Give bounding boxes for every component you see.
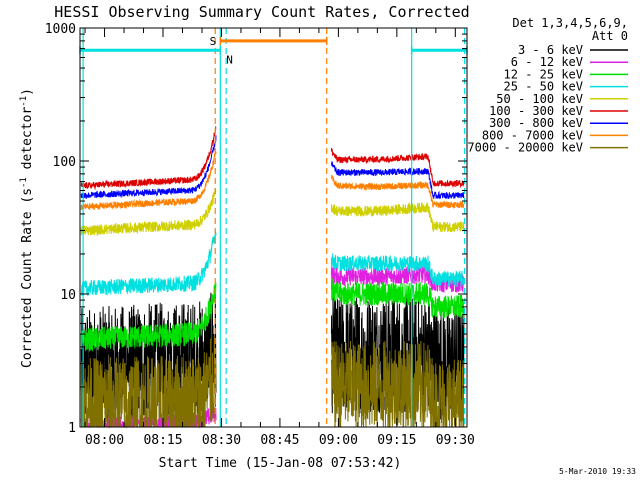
legend-label-1: 3 - 6 keV [518, 43, 583, 57]
series-3-segment-1 [80, 282, 217, 352]
series-7-segment-2 [330, 160, 465, 199]
footer-timestamp: 5-Mar-2010 19:33 [559, 467, 636, 476]
series-3-segment-2 [330, 278, 465, 319]
series-4-segment-1 [80, 229, 217, 297]
plot-frame [79, 27, 468, 428]
legend-label-7: 300 - 800 keV [489, 116, 583, 130]
series-2-segment-2 [330, 265, 465, 294]
legend-label-8: 800 - 7000 keV [482, 128, 583, 142]
legend-label-3: 12 - 25 keV [504, 67, 583, 81]
chart-title: HESSI Observing Summary Count Rates, Cor… [54, 3, 469, 21]
series-9-segment-2 [330, 340, 465, 428]
series-4-segment-2 [330, 253, 465, 288]
x-tick-label: 08:45 [260, 433, 299, 448]
series-5-segment-1 [80, 188, 217, 237]
flag-label-N: N [226, 53, 233, 66]
x-tick-label: 09:15 [377, 433, 416, 448]
series-5-trace [80, 188, 465, 237]
y-axis-label: Corrected Count Rate (s-1 detector-1) [19, 88, 35, 368]
y-tick-label: 100 [53, 155, 76, 170]
legend-label-9: 7000 - 20000 keV [467, 141, 583, 155]
y-tick-label: 1000 [45, 22, 76, 37]
series-7-trace [80, 135, 465, 199]
legend-label-6: 100 - 300 keV [489, 104, 583, 118]
x-tick-label: 08:30 [202, 433, 241, 448]
series-9-segment-1 [80, 336, 217, 429]
series-5-segment-2 [330, 202, 465, 233]
legend-label-2: 6 - 12 keV [511, 55, 583, 69]
series-7-segment-1 [80, 135, 217, 199]
series-9-trace [80, 336, 465, 429]
x-tick-label: 09:30 [436, 433, 475, 448]
legend-header-line-2: Att 0 [592, 29, 628, 43]
x-tick-label: 09:00 [319, 433, 358, 448]
x-tick-label: 08:00 [85, 433, 124, 448]
series-8-segment-1 [80, 151, 217, 211]
series-6-segment-2 [330, 148, 465, 189]
axes-layer: 08:00 08:15 08:30 08:45 09:00 09:15 09:30 1 10 10… [45, 22, 475, 448]
legend-label-5: 50 - 100 keV [496, 92, 583, 106]
series-4-trace [80, 229, 465, 297]
data-layer [80, 126, 465, 429]
legend-label-4: 25 - 50 keV [504, 80, 583, 94]
series-6-segment-1 [80, 126, 217, 191]
x-tick-label: 08:15 [143, 433, 182, 448]
flag-label-S: S [210, 35, 217, 48]
x-axis-label: Start Time (15-Jan-08 07:53:42) [159, 456, 402, 471]
y-tick-label: 10 [60, 288, 76, 303]
y-tick-label: 1 [68, 421, 76, 436]
series-8-segment-2 [330, 174, 465, 209]
series-3-trace [80, 278, 465, 352]
series-8-trace [80, 151, 465, 211]
legend-header-line-1: Det 1,3,4,5,6,9, [512, 16, 628, 30]
series-6-trace [80, 126, 465, 191]
